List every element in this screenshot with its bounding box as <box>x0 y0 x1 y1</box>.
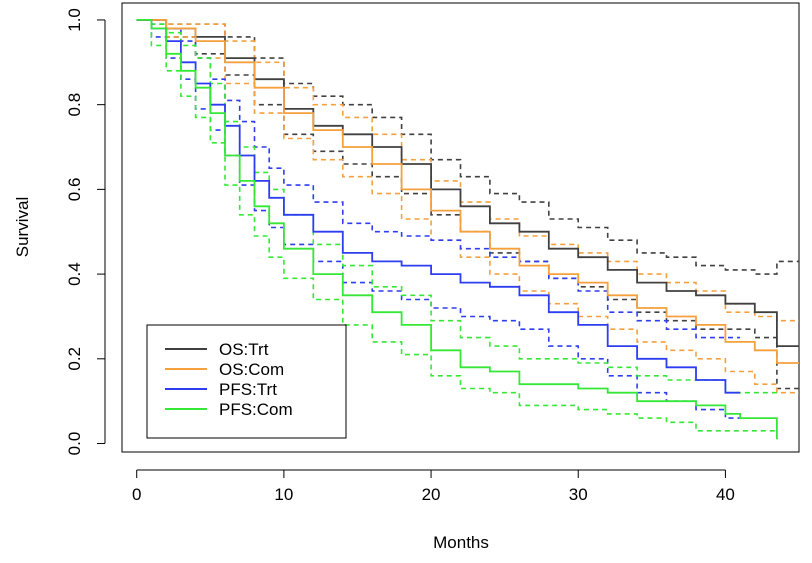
legend-label-pfs-trt: PFS:Trt <box>219 380 277 399</box>
y-axis: 0.0 0.2 0.4 0.6 0.8 1.0 <box>65 8 106 456</box>
legend-label-pfs-com: PFS:Com <box>219 400 293 419</box>
pfs-trt-lower-ci <box>136 19 741 419</box>
y-tick-label: 0.2 <box>65 347 84 371</box>
os-trt-curve <box>136 19 799 347</box>
x-tick-label: 0 <box>132 485 141 504</box>
os-com-lower-ci <box>136 19 799 394</box>
y-tick-label: 0.8 <box>65 93 84 117</box>
pfs-trt-curve <box>136 19 741 394</box>
x-tick-label: 30 <box>569 485 588 504</box>
legend: OS:Trt OS:Com PFS:Trt PFS:Com <box>146 324 347 439</box>
legend-box <box>146 324 347 439</box>
pfs-com-lower-ci <box>136 19 777 432</box>
os-com-upper-ci <box>136 19 799 322</box>
y-axis-title: Survival <box>13 197 32 257</box>
y-tick-label: 1.0 <box>65 8 84 32</box>
x-axis-title: Months <box>433 533 489 552</box>
pfs-trt-upper-ci <box>136 19 741 339</box>
legend-label-os-com: OS:Com <box>219 360 284 379</box>
y-tick-label: 0.4 <box>65 262 84 286</box>
plot-frame <box>121 2 800 453</box>
y-tick-label: 0.6 <box>65 178 84 202</box>
x-tick-label: 40 <box>716 485 735 504</box>
x-tick-label: 20 <box>422 485 441 504</box>
legend-label-os-trt: OS:Trt <box>219 340 269 359</box>
x-axis: 0 10 20 30 40 <box>132 469 735 504</box>
x-tick-label: 10 <box>274 485 293 504</box>
os-trt-upper-ci <box>136 19 799 275</box>
curves-group <box>136 19 799 440</box>
pfs-com-curve <box>136 19 778 440</box>
y-tick-label: 0.0 <box>65 432 84 456</box>
os-com-curve <box>136 19 799 364</box>
